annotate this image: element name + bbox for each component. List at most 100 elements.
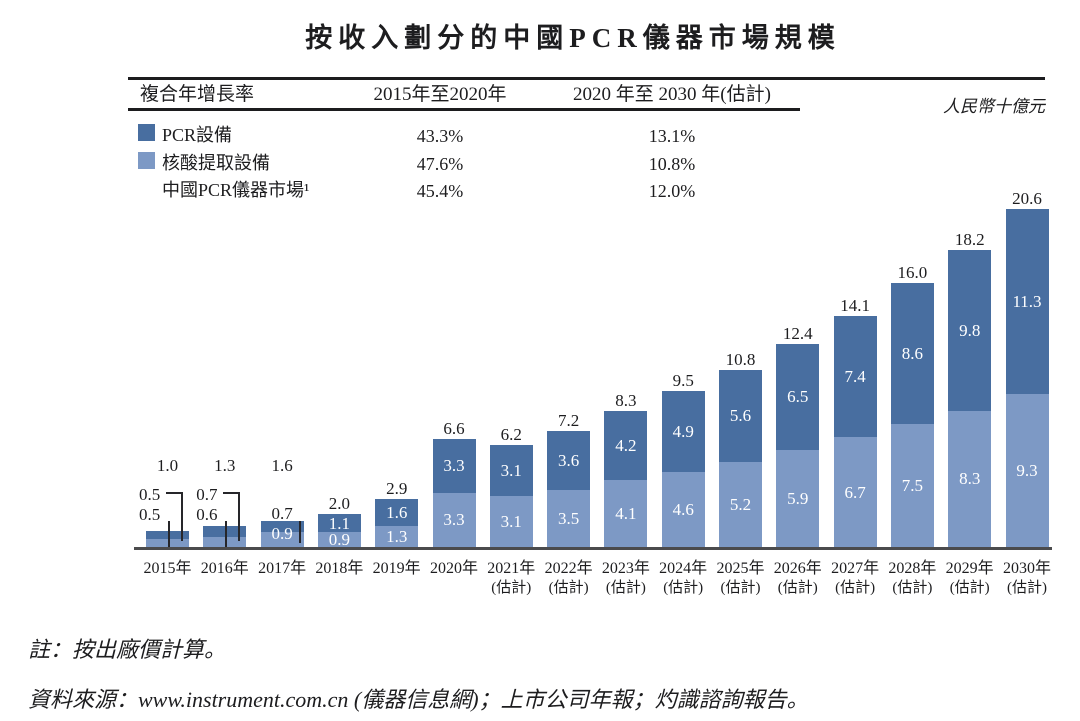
cagr-header-period2: 2020 年至 2030 年(估計) bbox=[573, 84, 771, 105]
bar-segment-value-pcr: 3.1 bbox=[500, 461, 522, 481]
bar-segment-nucleic-extraction bbox=[375, 525, 419, 547]
bar-segment-pcr-equipment bbox=[719, 369, 762, 462]
bar-segment-pcr-equipment bbox=[146, 530, 189, 539]
leader-line bbox=[225, 521, 228, 547]
x-axis-year-label: 2018年 bbox=[315, 560, 364, 577]
bar-segment-nucleic-extraction bbox=[661, 471, 705, 547]
bar-segment-pcr-equipment bbox=[1005, 209, 1049, 395]
bar-segment-pcr-equipment bbox=[375, 499, 419, 526]
bar-segment-value-pcr: 5.6 bbox=[729, 406, 752, 426]
bar-segment-value-nucleic: 5.2 bbox=[729, 494, 752, 514]
x-axis-year-label: 2022年 bbox=[544, 560, 593, 577]
bar-segment-value-nucleic: 3.5 bbox=[557, 508, 580, 528]
bar-segment-value-nucleic: 8.3 bbox=[959, 469, 981, 489]
source-text: 資料來源：www.instrument.com.cn (儀器信息網)；上市公司年… bbox=[28, 687, 809, 712]
bar-segment-value-pcr: 6.5 bbox=[787, 387, 809, 407]
bar-segment-nucleic-extraction bbox=[890, 424, 934, 547]
bar-callout-value-pcr: 0.5 bbox=[139, 485, 161, 504]
bar-segment-pcr-equipment bbox=[432, 438, 476, 493]
x-axis-year-label: 2024年 bbox=[659, 560, 708, 577]
bar-segment-value-nucleic: 7.5 bbox=[901, 476, 924, 495]
x-axis-year-label: 2025年 bbox=[716, 560, 765, 577]
x-axis-estimate-label: (估計) bbox=[1007, 580, 1047, 596]
bar-segment-value-nucleic: 4.6 bbox=[672, 499, 694, 519]
bar-segment-value-nucleic: 0.9 bbox=[328, 530, 351, 550]
bar-callout-value-nucleic: 0.5 bbox=[139, 505, 161, 524]
leader-line bbox=[298, 521, 301, 543]
cagr-header-label: 複合年增長率 bbox=[140, 84, 255, 105]
bar-segment-value-nucleic: 3.1 bbox=[500, 512, 522, 532]
bar-segment-value-nucleic: 5.9 bbox=[787, 489, 809, 509]
x-axis-estimate-label: (估計) bbox=[548, 580, 589, 596]
x-axis-year-label: 2027年 bbox=[831, 560, 880, 577]
bar-segment-value-pcr: 11.3 bbox=[1012, 292, 1042, 312]
bar-segment-pcr-equipment bbox=[948, 250, 992, 411]
bar-segment-pcr-equipment bbox=[776, 343, 820, 451]
x-axis-estimate-label: (估計) bbox=[892, 580, 933, 596]
leader-hook bbox=[166, 492, 181, 494]
leader-line bbox=[168, 521, 170, 547]
legend-swatch-pcr-equipment bbox=[138, 124, 155, 141]
x-axis-year-label: 2029年 bbox=[945, 560, 994, 577]
note-text: 註：按出廠價計算。 bbox=[28, 637, 227, 662]
x-axis-estimate-label: (估計) bbox=[605, 580, 646, 596]
x-axis-year-label: 2026年 bbox=[773, 560, 822, 577]
bar-segment-value-pcr: 9.8 bbox=[959, 321, 981, 341]
bar-total-label: 14.1 bbox=[840, 295, 870, 315]
bar-total-label: 20.6 bbox=[1012, 189, 1042, 209]
x-axis-year-label: 2017年 bbox=[258, 560, 307, 577]
x-axis-estimate-label: (估計) bbox=[491, 580, 532, 596]
cagr-value-nucleic-period1: 47.6% bbox=[416, 154, 464, 174]
cagr-header-period1: 2015年至2020年 bbox=[373, 84, 507, 105]
bar-segment-value-nucleic: 0.9 bbox=[271, 524, 293, 544]
bar-segment-value-pcr: 3.6 bbox=[557, 450, 580, 470]
x-axis-estimate-label: (估計) bbox=[663, 580, 704, 596]
bar-total-label: 1.0 bbox=[156, 456, 179, 475]
cagr-value-market-period1: 45.4% bbox=[416, 181, 464, 201]
bar-segment-nucleic-extraction bbox=[1005, 394, 1049, 547]
x-axis-estimate-label: (估計) bbox=[835, 580, 876, 596]
bar-total-label: 16.0 bbox=[897, 262, 928, 282]
bar-segment-pcr-equipment bbox=[203, 525, 247, 538]
table-header-rule bbox=[128, 108, 800, 111]
leader-line bbox=[238, 492, 241, 541]
bar-segment-pcr-equipment bbox=[547, 430, 591, 490]
bar-segment-nucleic-extraction bbox=[203, 537, 247, 547]
bar-segment-value-nucleic: 6.7 bbox=[844, 482, 866, 502]
table-top-rule bbox=[128, 77, 1045, 80]
x-axis-year-label: 2021年 bbox=[487, 560, 536, 577]
bar-segment-nucleic-extraction bbox=[948, 410, 992, 547]
bar-segment-pcr-equipment bbox=[317, 514, 361, 533]
bar-callout-value-pcr: 0.7 bbox=[196, 485, 218, 504]
cagr-value-nucleic-period2: 10.8% bbox=[648, 154, 696, 174]
x-axis-year-label: 2023年 bbox=[601, 560, 650, 577]
bar-segment-value-pcr: 1.6 bbox=[386, 503, 408, 523]
bar-callout-value-pcr: 0.7 bbox=[271, 504, 293, 523]
bar-segment-nucleic-extraction bbox=[146, 538, 189, 547]
legend-label-pcr-equipment: PCR設備 bbox=[162, 125, 233, 145]
legend-swatch-nucleic-extraction bbox=[138, 152, 155, 169]
legend-label-china-pcr-market: 中國PCR儀器市場¹ bbox=[162, 180, 310, 200]
legend-label-nucleic-extraction: 核酸提取設備 bbox=[162, 153, 270, 173]
bar-callout-value-nucleic: 0.6 bbox=[196, 505, 218, 524]
bar-segment-pcr-equipment bbox=[661, 391, 705, 472]
bar-total-label: 8.3 bbox=[615, 390, 637, 410]
x-axis-year-label: 2028年 bbox=[888, 560, 937, 577]
bar-segment-nucleic-extraction bbox=[260, 532, 304, 547]
unit-label: 人民幣十億元 bbox=[943, 97, 1045, 116]
x-axis-year-label: 2019年 bbox=[372, 560, 421, 577]
bar-total-label: 2.0 bbox=[328, 494, 351, 514]
bar-segment-value-nucleic: 4.1 bbox=[615, 503, 637, 523]
x-axis-estimate-label: (估計) bbox=[949, 580, 990, 596]
bar-total-label: 6.2 bbox=[500, 425, 522, 445]
bar-segment-nucleic-extraction bbox=[489, 496, 533, 547]
bar-segment-value-nucleic: 1.3 bbox=[386, 526, 408, 546]
bar-segment-pcr-equipment bbox=[260, 520, 304, 533]
x-axis-year-label: 2030年 bbox=[1002, 560, 1051, 577]
cagr-value-pcr-period2: 13.1% bbox=[648, 126, 696, 146]
bar-segment-value-pcr: 4.9 bbox=[672, 421, 694, 441]
bar-total-label: 1.3 bbox=[214, 456, 236, 475]
bar-segment-pcr-equipment bbox=[890, 282, 934, 424]
x-axis-year-label: 2020年 bbox=[429, 560, 478, 577]
